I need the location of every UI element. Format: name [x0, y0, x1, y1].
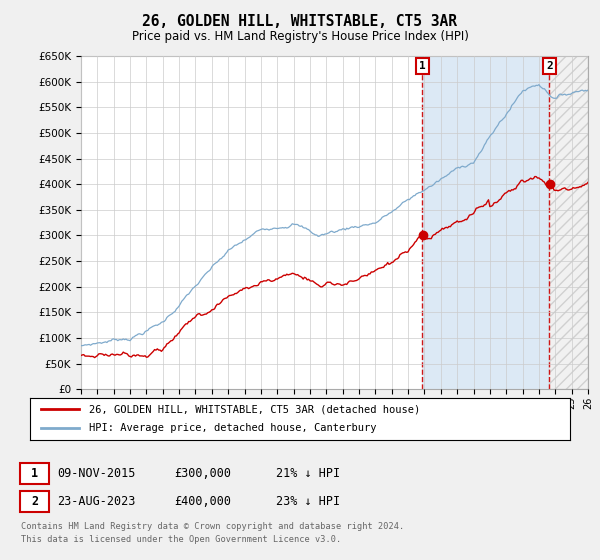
Text: 21% ↓ HPI: 21% ↓ HPI	[276, 466, 340, 480]
Text: 23% ↓ HPI: 23% ↓ HPI	[276, 494, 340, 508]
Bar	[422, 56, 550, 389]
Text: HPI: Average price, detached house, Canterbury: HPI: Average price, detached house, Cant…	[89, 423, 377, 433]
Text: 2: 2	[546, 61, 553, 71]
Text: Price paid vs. HM Land Registry's House Price Index (HPI): Price paid vs. HM Land Registry's House …	[131, 30, 469, 43]
Text: 23-AUG-2023: 23-AUG-2023	[57, 494, 136, 508]
Text: This data is licensed under the Open Government Licence v3.0.: This data is licensed under the Open Gov…	[21, 535, 341, 544]
Text: 1: 1	[31, 466, 38, 480]
Text: 1: 1	[419, 61, 426, 71]
Text: £300,000: £300,000	[174, 466, 231, 480]
Text: £400,000: £400,000	[174, 494, 231, 508]
Bar	[550, 56, 588, 389]
Text: 26, GOLDEN HILL, WHITSTABLE, CT5 3AR (detached house): 26, GOLDEN HILL, WHITSTABLE, CT5 3AR (de…	[89, 404, 421, 414]
Text: 2: 2	[31, 494, 38, 508]
Text: 26, GOLDEN HILL, WHITSTABLE, CT5 3AR: 26, GOLDEN HILL, WHITSTABLE, CT5 3AR	[143, 14, 458, 29]
Text: Contains HM Land Registry data © Crown copyright and database right 2024.: Contains HM Land Registry data © Crown c…	[21, 522, 404, 531]
Text: 09-NOV-2015: 09-NOV-2015	[57, 466, 136, 480]
